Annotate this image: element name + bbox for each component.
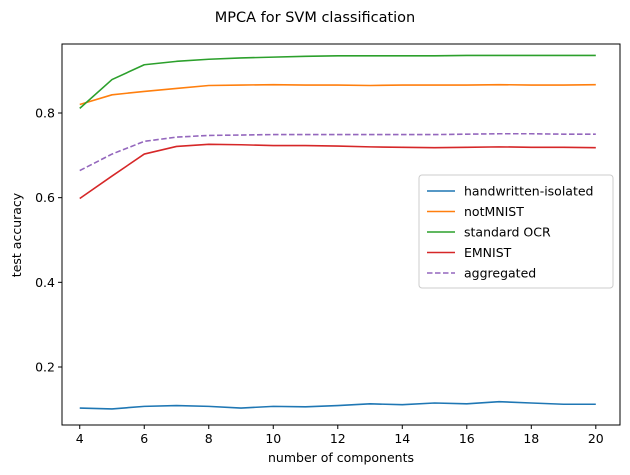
y-tick-label: 0.8 bbox=[35, 106, 55, 121]
chart-title: MPCA for SVM classification bbox=[215, 10, 416, 26]
x-tick-label: 10 bbox=[265, 431, 281, 446]
series-line-2 bbox=[79, 54, 596, 109]
y-axis-title: test accuracy bbox=[9, 192, 24, 277]
legend-label-4: aggregated bbox=[464, 266, 536, 281]
x-tick-label: 16 bbox=[459, 431, 475, 446]
x-tick-label: 6 bbox=[140, 431, 148, 446]
series-line-1 bbox=[79, 83, 596, 106]
y-tick-label: 0.4 bbox=[35, 275, 55, 290]
x-tick-label: 12 bbox=[330, 431, 346, 446]
legend: handwritten-isolated notMNIST standard OCR… bbox=[418, 174, 614, 289]
y-tick-label: 0.6 bbox=[35, 190, 55, 205]
legend-label-0: handwritten-isolated bbox=[464, 184, 594, 199]
series-line-4 bbox=[79, 132, 596, 172]
series-line-3 bbox=[79, 143, 596, 200]
x-tick-label: 4 bbox=[76, 431, 84, 446]
y-tick-label: 0.2 bbox=[35, 360, 55, 375]
legend-label-2: standard OCR bbox=[464, 225, 551, 240]
plot-frame bbox=[61, 43, 621, 426]
x-tick-label: 18 bbox=[523, 431, 539, 446]
x-tick-label: 20 bbox=[588, 431, 604, 446]
x-tick-label: 14 bbox=[394, 431, 410, 446]
x-tick-label: 8 bbox=[205, 431, 213, 446]
legend-label-3: EMNIST bbox=[464, 245, 512, 260]
x-axis-title: number of components bbox=[268, 450, 414, 465]
legend-label-1: notMNIST bbox=[464, 204, 524, 219]
series-line-0 bbox=[79, 400, 596, 410]
series-lines bbox=[79, 54, 596, 410]
legend-box bbox=[418, 174, 614, 289]
axis-ticks: 4 6 8 10 12 14 16 18 20 0.2 0.4 0.6 0.8 bbox=[35, 106, 604, 446]
